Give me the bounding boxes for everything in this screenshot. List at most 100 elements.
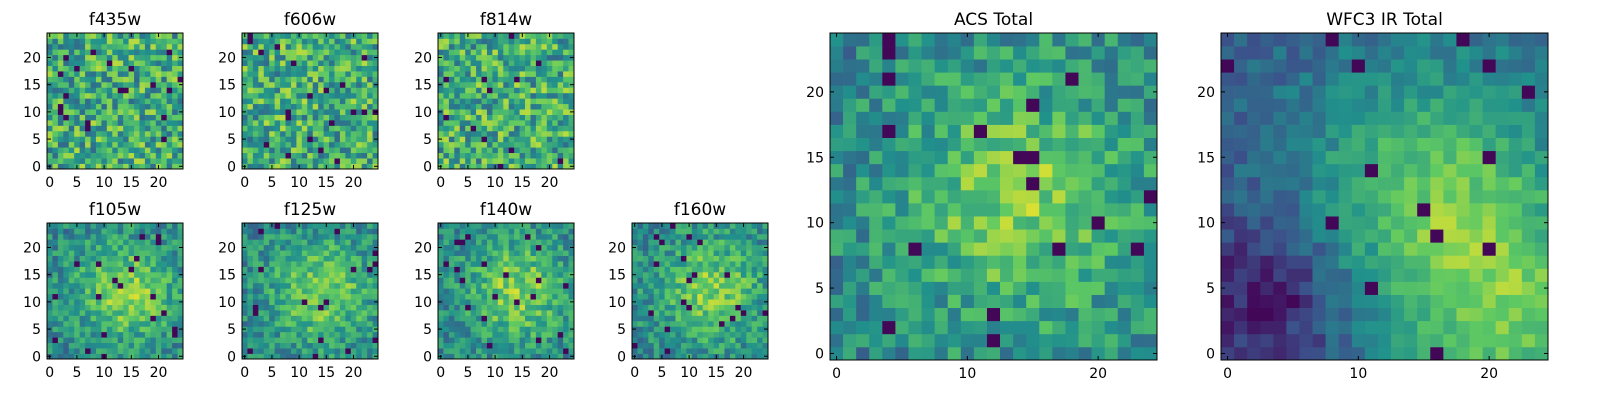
heatmap-cell: [323, 320, 330, 327]
heatmap-cell: [350, 147, 357, 154]
heatmap-cell: [47, 147, 53, 154]
heatmap-cell: [68, 244, 75, 251]
heatmap-cell: [1091, 255, 1106, 269]
heatmap-cell: [90, 136, 97, 143]
heatmap-cell: [686, 293, 693, 300]
heatmap-cell: [664, 331, 671, 338]
heatmap-cell: [172, 60, 178, 66]
heatmap-cell: [1039, 320, 1053, 335]
heatmap-cell: [514, 109, 520, 115]
heatmap-cell: [960, 216, 975, 230]
heatmap-cell: [563, 60, 569, 66]
heatmap-cell: [329, 136, 335, 143]
heatmap-cell: [350, 49, 357, 56]
heatmap-cell: [670, 353, 676, 360]
heatmap-cell: [155, 65, 162, 72]
heatmap-cell: [323, 233, 330, 240]
heatmap-cell: [459, 147, 466, 154]
heatmap-cell: [459, 54, 466, 61]
heatmap-cell: [541, 125, 548, 132]
heatmap-cell: [519, 244, 526, 251]
heatmap-cell: [702, 331, 709, 338]
heatmap-cell: [947, 216, 962, 230]
heatmap-cell: [372, 250, 379, 256]
heatmap-cell: [1052, 333, 1066, 348]
heatmap-cell: [476, 33, 482, 39]
heatmap-cell: [112, 261, 119, 267]
heatmap-cell: [757, 304, 763, 311]
heatmap-cell: [79, 92, 86, 99]
heatmap-cell: [334, 65, 341, 72]
heatmap-cell: [535, 304, 542, 311]
heatmap-cell: [52, 337, 59, 344]
heatmap-cell: [454, 299, 461, 305]
heatmap-cell: [514, 49, 520, 56]
heatmap-cell: [530, 261, 537, 267]
heatmap-cell: [90, 239, 97, 246]
heatmap-cell: [318, 163, 324, 170]
heatmap-cell: [85, 54, 91, 61]
heatmap-cell: [285, 304, 292, 311]
heatmap-cell: [908, 176, 922, 191]
heatmap-cell: [708, 326, 714, 333]
heatmap-cell: [252, 342, 259, 349]
heatmap-cell: [269, 233, 275, 240]
heatmap-cell: [535, 71, 542, 77]
heatmap-cell: [680, 250, 687, 256]
heatmap-cell: [497, 244, 504, 251]
heatmap-cell: [882, 307, 896, 322]
heatmap-cells: [47, 33, 184, 170]
heatmap-cell: [454, 353, 461, 360]
heatmap-cell: [476, 250, 482, 256]
heatmap-cell: [68, 228, 75, 235]
heatmap-cell: [552, 43, 559, 50]
heatmap-cell: [1000, 242, 1014, 256]
heatmap-cell: [150, 92, 157, 99]
heatmap-cell: [372, 141, 379, 148]
heatmap-cell: [724, 228, 731, 235]
heatmap-cell: [296, 310, 303, 316]
heatmap-cell: [263, 130, 270, 137]
heatmap-cell: [323, 152, 330, 159]
heatmap-cell: [128, 331, 135, 338]
heatmap-cell: [172, 81, 178, 88]
heatmap-cell: [454, 342, 461, 349]
heatmap-cell: [653, 353, 660, 360]
heatmap-cell: [973, 203, 988, 217]
heatmap-cell: [675, 337, 682, 344]
heatmap-cell: [269, 331, 275, 338]
heatmap-cell: [52, 60, 59, 66]
heatmap-cell: [334, 130, 341, 137]
heatmap-cell: [746, 228, 753, 235]
heatmap-cell: [557, 277, 564, 284]
heatmap-cell: [177, 293, 184, 300]
heatmap-cell: [448, 163, 455, 170]
heatmap-cell: [448, 60, 455, 66]
heatmap-cell: [166, 271, 173, 278]
heatmap-cell: [57, 76, 64, 83]
heatmap-cell: [724, 342, 731, 349]
heatmap-cell: [486, 261, 493, 267]
heatmap-cell: [448, 120, 455, 126]
heatmap-cell: [106, 271, 113, 278]
heatmap-cell: [52, 65, 59, 72]
heatmap-cell: [546, 130, 553, 137]
heatmap-cell: [947, 320, 962, 335]
heatmap-cell: [882, 189, 896, 204]
heatmap-cell: [541, 266, 548, 273]
heatmap-cell: [263, 342, 270, 349]
heatmap-cell: [161, 239, 168, 246]
heatmap-cell: [134, 255, 140, 262]
heatmap-cell: [106, 228, 113, 235]
heatmap-cell: [312, 239, 319, 246]
heatmap-cell: [242, 277, 248, 284]
heatmap-cell: [339, 282, 346, 289]
heatmap-cell: [112, 125, 119, 132]
heatmap-cell: [438, 320, 444, 327]
heatmap-cell: [280, 299, 286, 305]
heatmap-cell: [438, 266, 444, 273]
heatmap-cell: [729, 331, 736, 338]
heatmap-cell: [318, 342, 324, 349]
heatmap-cell: [557, 98, 564, 105]
heatmap-cell: [443, 33, 450, 39]
